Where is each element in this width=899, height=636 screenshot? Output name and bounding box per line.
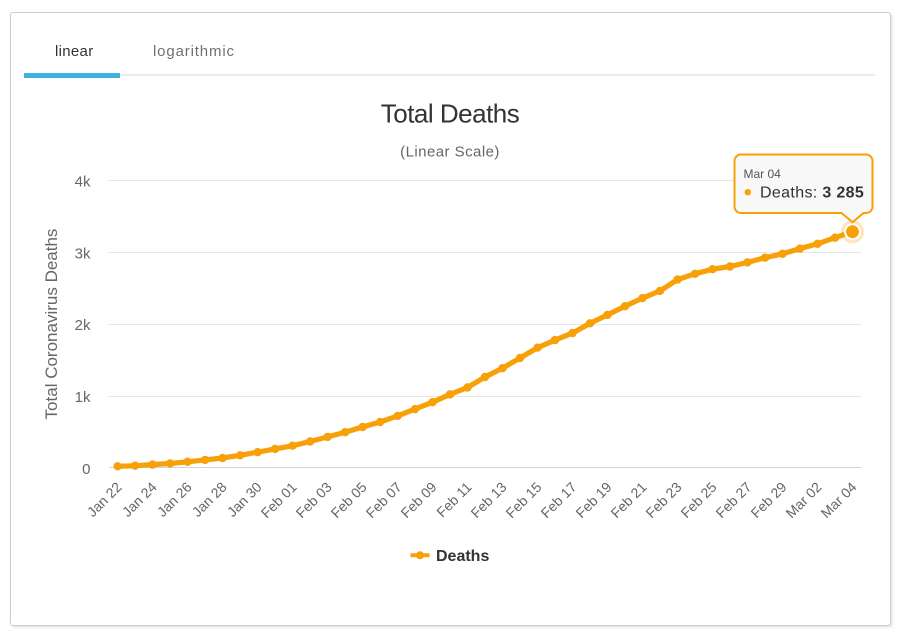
svg-text:Total Deaths: Total Deaths <box>381 99 520 129</box>
svg-text:Jan 24: Jan 24 <box>119 479 160 520</box>
svg-text:Feb 09: Feb 09 <box>397 479 439 521</box>
svg-text:Feb 19: Feb 19 <box>572 479 614 521</box>
svg-text:Feb 27: Feb 27 <box>712 479 754 521</box>
svg-text:Feb 05: Feb 05 <box>328 479 370 521</box>
svg-text:4k: 4k <box>75 174 91 191</box>
svg-text:Jan 28: Jan 28 <box>189 479 230 520</box>
svg-text:0: 0 <box>82 461 90 478</box>
svg-text:(Linear Scale): (Linear Scale) <box>400 144 500 161</box>
svg-text:Feb 13: Feb 13 <box>467 479 509 521</box>
svg-text:Feb 25: Feb 25 <box>677 479 719 521</box>
svg-text:Feb 15: Feb 15 <box>502 479 544 521</box>
svg-text:Feb 21: Feb 21 <box>607 479 649 521</box>
svg-text:Feb 29: Feb 29 <box>747 479 789 521</box>
svg-text:Mar 04: Mar 04 <box>817 479 859 521</box>
svg-text:Feb 23: Feb 23 <box>642 479 684 521</box>
svg-text:2k: 2k <box>75 317 91 334</box>
svg-text:Deaths: Deaths <box>436 548 489 565</box>
svg-text:Jan 26: Jan 26 <box>154 479 195 520</box>
svg-text:1k: 1k <box>75 389 91 406</box>
svg-text:Jan 22: Jan 22 <box>84 479 125 520</box>
svg-text:3k: 3k <box>75 246 91 263</box>
svg-text:Feb 11: Feb 11 <box>433 479 475 521</box>
svg-text:Feb 01: Feb 01 <box>258 479 300 521</box>
svg-text:Mar 04: Mar 04 <box>744 167 782 181</box>
svg-text:Feb 07: Feb 07 <box>363 479 405 521</box>
svg-text:Mar 02: Mar 02 <box>782 479 824 521</box>
svg-text:Feb 17: Feb 17 <box>537 479 579 521</box>
svg-text:Feb 03: Feb 03 <box>293 479 335 521</box>
svg-text:Total Coronavirus Deaths: Total Coronavirus Deaths <box>42 229 61 420</box>
svg-text:Deaths: 3 285: Deaths: 3 285 <box>760 185 864 202</box>
svg-text:Jan 30: Jan 30 <box>224 479 265 520</box>
